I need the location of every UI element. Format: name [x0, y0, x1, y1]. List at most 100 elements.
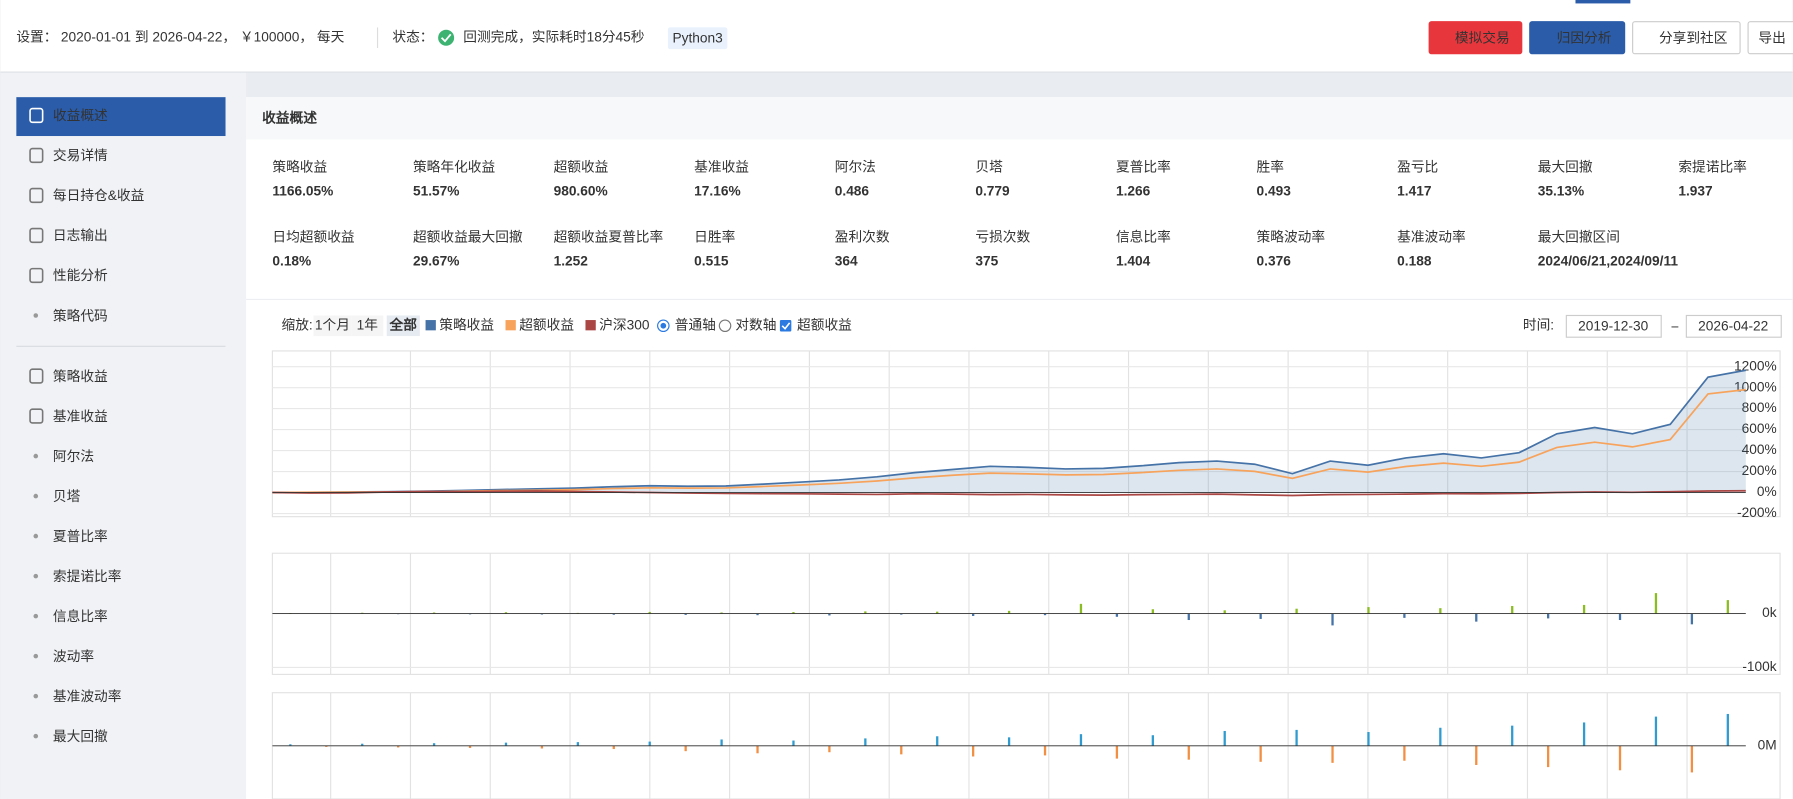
status-icon: [438, 29, 455, 46]
menu-item[interactable]: 夏普比率: [53, 528, 108, 544]
bar: [756, 745, 759, 754]
excess-toggle[interactable]: 超额收益: [797, 317, 852, 332]
zoom-button[interactable]: [386, 315, 420, 337]
menu-item[interactable]: 收益概述: [53, 108, 108, 123]
legend-label[interactable]: 策略收益: [439, 316, 494, 332]
bar: [720, 739, 723, 746]
bar: [1295, 608, 1298, 614]
bullet: [33, 493, 39, 499]
legend-swatch[interactable]: [505, 320, 516, 331]
metric-value: 0.486: [835, 184, 870, 199]
metric-label: 策略收益: [272, 159, 327, 175]
bar: [612, 613, 615, 615]
bar: [1295, 729, 1298, 746]
menu-item[interactable]: 策略代码: [53, 307, 108, 323]
metric-label: 基准收益: [694, 159, 749, 175]
time-label: 时间:: [1523, 317, 1554, 332]
y-tick-label: 0M: [1758, 737, 1777, 752]
button-label[interactable]: 分享到社区: [1659, 29, 1728, 45]
menu-item[interactable]: 基准收益: [53, 408, 108, 424]
radio-off[interactable]: [718, 319, 732, 333]
legend-swatch[interactable]: [585, 320, 596, 331]
menu-item[interactable]: 信息比率: [53, 608, 108, 624]
metric-label: 超额收益夏普比率: [554, 228, 664, 244]
bar: [612, 745, 615, 750]
menu-item[interactable]: 阿尔法: [53, 449, 94, 464]
button[interactable]: [1632, 21, 1741, 55]
zoom-button[interactable]: [351, 315, 384, 337]
metric-value: 375: [975, 253, 998, 268]
bar: [1367, 607, 1370, 614]
date-input[interactable]: [1565, 314, 1662, 338]
menu-item[interactable]: 日志输出: [53, 228, 108, 243]
axis-option[interactable]: 普通轴: [675, 317, 716, 332]
bullet: [33, 533, 39, 539]
bar: [1690, 745, 1694, 773]
y-tick-label: -100k: [1742, 659, 1776, 674]
date-end[interactable]: 2026-04-22: [1698, 319, 1768, 334]
metric-value: 51.57%: [413, 184, 459, 199]
menu-icon: [29, 147, 44, 164]
menu-item[interactable]: 基准波动率: [53, 688, 122, 704]
plot-frame: [271, 692, 1781, 799]
menu-item[interactable]: 每日持仓&收益: [53, 188, 145, 203]
menu-item[interactable]: 波动率: [53, 648, 94, 664]
zoom-option[interactable]: 1个月: [315, 317, 350, 332]
menu-item[interactable]: 策略收益: [53, 368, 108, 384]
metric-label: 贝塔: [975, 160, 1003, 175]
bar: [1582, 604, 1586, 614]
legend-swatch[interactable]: [425, 320, 436, 331]
metric-value: 1166.05%: [272, 184, 333, 199]
bar: [648, 611, 651, 614]
date-start[interactable]: 2019-12-30: [1578, 319, 1648, 334]
badge-text: Python3: [672, 30, 723, 45]
metric-value: 1.417: [1397, 184, 1432, 199]
checkbox[interactable]: [779, 320, 792, 332]
metric-label: 盈利次数: [835, 229, 890, 244]
button[interactable]: [1428, 21, 1523, 55]
menu-item[interactable]: 性能分析: [53, 268, 108, 283]
bar: [1546, 745, 1550, 768]
bullet: [33, 733, 39, 739]
zoom-button[interactable]: [313, 315, 352, 337]
bar: [972, 745, 975, 757]
bar: [504, 612, 508, 614]
menu-item[interactable]: 交易详情: [53, 147, 108, 163]
metric-value: 0.515: [694, 253, 729, 268]
bar: [1726, 713, 1729, 746]
bar: [1654, 593, 1658, 614]
button-label[interactable]: 模拟交易: [1455, 29, 1510, 45]
menu-item[interactable]: 索提诺比率: [53, 568, 122, 584]
metric-label: 超额收益最大回撤: [413, 229, 523, 244]
menu-item[interactable]: 最大回撤: [53, 729, 108, 744]
bar: [1403, 613, 1406, 618]
zoom-option[interactable]: 1年: [357, 317, 379, 332]
menu-icon: [29, 408, 44, 424]
bar: [1511, 606, 1514, 614]
date-input[interactable]: [1685, 314, 1782, 338]
series-line: [272, 369, 1746, 494]
metric-value: 364: [835, 253, 858, 268]
axis-option[interactable]: 对数轴: [735, 317, 776, 332]
metric-value: 0.18%: [272, 253, 311, 268]
zoom-option[interactable]: 全部: [389, 316, 418, 332]
bar: [1331, 745, 1334, 763]
button-label[interactable]: 导出: [1758, 30, 1785, 45]
button-label[interactable]: 归因分析: [1557, 29, 1612, 45]
menu-icon: [29, 227, 44, 244]
button[interactable]: [1529, 21, 1626, 55]
bar: [504, 742, 508, 746]
bar: [792, 612, 795, 614]
panel-bg: [246, 97, 1793, 799]
bar: [397, 745, 400, 748]
bar: [1511, 725, 1514, 746]
y-tick-label: -200%: [1737, 505, 1777, 520]
menu-item[interactable]: 贝塔: [53, 489, 81, 504]
bar: [432, 743, 436, 746]
legend-label[interactable]: 沪深300: [599, 317, 650, 332]
legend-label[interactable]: 超额收益: [519, 317, 574, 332]
bar: [756, 613, 759, 616]
button[interactable]: [1747, 21, 1793, 55]
bullet: [33, 693, 39, 699]
metric-value: 1.252: [554, 253, 589, 268]
